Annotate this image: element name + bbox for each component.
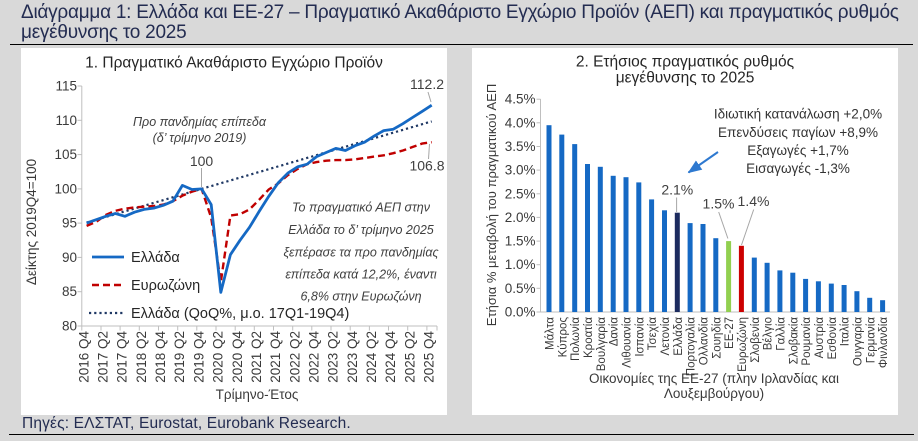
svg-text:Ρουμανία: Ρουμανία	[801, 317, 813, 366]
svg-text:80: 80	[62, 319, 77, 334]
svg-text:Ισπανία: Ισπανία	[634, 317, 646, 357]
svg-text:0.0%: 0.0%	[505, 305, 536, 320]
svg-text:Βέλγιο: Βέλγιο	[763, 317, 775, 350]
svg-text:Τσεχία: Τσεχία	[647, 317, 659, 351]
svg-text:Δανία: Δανία	[609, 317, 621, 347]
svg-text:90: 90	[62, 250, 77, 265]
svg-text:Πορτογαλία: Πορτογαλία	[686, 317, 698, 377]
svg-text:Πολωνία: Πολωνία	[570, 317, 582, 361]
svg-text:Γερμανία: Γερμανία	[865, 317, 877, 364]
svg-text:2024 Q4: 2024 Q4	[383, 331, 398, 383]
svg-text:Ουγγαρία: Ουγγαρία	[852, 317, 864, 366]
svg-text:6,8% στην Ευρωζώνη: 6,8% στην Ευρωζώνη	[300, 290, 421, 304]
svg-text:110: 110	[55, 113, 77, 128]
svg-text:ξεπέρασε τα προ πανδημίας: ξεπέρασε τα προ πανδημίας	[283, 246, 439, 260]
svg-text:100: 100	[54, 181, 77, 196]
svg-text:Ευρωζώνη: Ευρωζώνη	[131, 278, 200, 294]
svg-text:1. Πραγματικό Ακαθάριστο Εγχώρ: 1. Πραγματικό Ακαθάριστο Εγχώριο Προϊόν	[85, 55, 383, 72]
svg-text:Σλοβενία: Σλοβενία	[750, 317, 762, 363]
svg-text:4.5%: 4.5%	[505, 92, 536, 107]
svg-text:2.1%: 2.1%	[661, 182, 693, 198]
svg-text:Το πραγματικό ΑΕΠ στην: Το πραγματικό ΑΕΠ στην	[292, 201, 431, 215]
svg-text:2021 Q2: 2021 Q2	[249, 331, 264, 383]
svg-text:2019 Q4: 2019 Q4	[191, 331, 206, 383]
svg-text:Τρίμηνο-Έτος: Τρίμηνο-Έτος	[216, 387, 299, 402]
svg-text:Λουξεμβούργου): Λουξεμβούργου)	[664, 386, 764, 401]
svg-text:Αυστρία: Αυστρία	[814, 317, 826, 359]
svg-text:Ελλάδα: Ελλάδα	[131, 250, 180, 266]
svg-text:0.5%: 0.5%	[505, 281, 536, 296]
svg-text:2019 Q2: 2019 Q2	[172, 331, 187, 383]
svg-text:μεγέθυνσης το 2025: μεγέθυνσης το 2025	[616, 70, 755, 87]
svg-text:1.4%: 1.4%	[738, 193, 770, 209]
svg-text:Οικονομίες της ΕΕ-27 (πλην Ιρλ: Οικονομίες της ΕΕ-27 (πλην Ιρλανδίας και	[589, 371, 839, 386]
svg-text:2022 Q4: 2022 Q4	[306, 331, 321, 383]
svg-text:1.5%: 1.5%	[505, 234, 536, 249]
svg-text:4.0%: 4.0%	[505, 115, 536, 130]
svg-text:3.5%: 3.5%	[505, 139, 536, 154]
svg-text:Γαλλία: Γαλλία	[775, 317, 787, 351]
svg-text:2017 Q2: 2017 Q2	[96, 331, 111, 383]
svg-text:ΕΕ-27: ΕΕ-27	[724, 317, 736, 349]
svg-text:Φινλανδία: Φινλανδία	[878, 317, 890, 368]
svg-text:2018 Q2: 2018 Q2	[134, 331, 149, 383]
svg-text:2021 Q4: 2021 Q4	[268, 331, 283, 383]
svg-text:Κροατία: Κροατία	[583, 317, 595, 358]
svg-text:Κύπρος: Κύπρος	[557, 317, 569, 358]
svg-text:2018 Q4: 2018 Q4	[153, 331, 168, 383]
svg-text:Ολλανδία: Ολλανδία	[699, 317, 711, 366]
svg-text:Λιθουανία: Λιθουανία	[622, 317, 634, 368]
svg-text:2020 Q4: 2020 Q4	[230, 331, 245, 383]
svg-text:1.5%: 1.5%	[703, 196, 735, 212]
svg-text:Ιδιωτική κατανάλωση +2,0%: Ιδιωτική κατανάλωση +2,0%	[714, 107, 882, 122]
svg-text:2.0%: 2.0%	[505, 210, 536, 225]
svg-text:Ελλάδα: Ελλάδα	[673, 317, 685, 356]
svg-text:(δ’ τρίμηνο 2019): (δ’ τρίμηνο 2019)	[153, 131, 247, 145]
svg-text:2017 Q4: 2017 Q4	[115, 331, 130, 383]
svg-text:Εξαγωγές +1,7%: Εξαγωγές +1,7%	[747, 143, 848, 158]
svg-text:Σλοβακία: Σλοβακία	[788, 317, 800, 365]
svg-text:112.2: 112.2	[410, 76, 444, 92]
svg-text:85: 85	[62, 284, 77, 299]
svg-text:2024 Q2: 2024 Q2	[364, 331, 379, 383]
svg-text:Σουηδία: Σουηδία	[711, 317, 723, 359]
svg-text:2020 Q2: 2020 Q2	[211, 331, 226, 383]
svg-text:2.5%: 2.5%	[505, 186, 536, 201]
svg-text:2022 Q2: 2022 Q2	[287, 331, 302, 383]
svg-text:2025 Q4: 2025 Q4	[422, 331, 437, 383]
svg-text:Δείκτης 2019Q4=100: Δείκτης 2019Q4=100	[24, 159, 39, 285]
svg-text:Ελλάδα (QoQ%, μ.ο. 17Q1-19Q4): Ελλάδα (QoQ%, μ.ο. 17Q1-19Q4)	[131, 306, 349, 322]
svg-text:1.0%: 1.0%	[505, 257, 536, 272]
svg-text:Επενδύσεις παγίων +8,9%: Επενδύσεις παγίων +8,9%	[718, 125, 878, 140]
svg-text:Εσθονία: Εσθονία	[827, 317, 839, 360]
svg-text:Ευρωζώνη: Ευρωζώνη	[737, 317, 749, 372]
svg-text:2016 Q4: 2016 Q4	[76, 331, 91, 383]
svg-text:2023 Q2: 2023 Q2	[326, 331, 341, 383]
svg-text:95: 95	[62, 216, 77, 231]
svg-text:Προ πανδημίας επίπεδα: Προ πανδημίας επίπεδα	[133, 115, 267, 129]
svg-text:Λετονία: Λετονία	[660, 317, 672, 356]
svg-text:Ετήσια % μεταβολή του πραγματι: Ετήσια % μεταβολή του πραγματικού ΑΕΠ	[484, 84, 499, 326]
svg-text:105: 105	[54, 147, 77, 162]
svg-text:επίπεδα κατά 12,2%, έναντι: επίπεδα κατά 12,2%, έναντι	[285, 268, 437, 282]
svg-text:106.8: 106.8	[409, 158, 444, 174]
svg-text:Μάλτα: Μάλτα	[545, 317, 557, 350]
svg-text:Βουλγαρία: Βουλγαρία	[596, 317, 608, 372]
svg-text:2. Ετήσιος πραγματικός ρυθμός: 2. Ετήσιος πραγματικός ρυθμός	[576, 54, 794, 71]
svg-text:Εισαγωγές -1,3%: Εισαγωγές -1,3%	[746, 161, 850, 176]
svg-text:Ιταλία: Ιταλία	[840, 317, 852, 347]
svg-text:100: 100	[190, 153, 214, 169]
svg-text:115: 115	[55, 79, 77, 94]
svg-text:3.0%: 3.0%	[505, 163, 536, 178]
svg-text:2025 Q2: 2025 Q2	[402, 331, 417, 383]
svg-text:2023 Q4: 2023 Q4	[345, 331, 360, 383]
svg-text:Ελλάδα το δ’ τρίμηνο 2025: Ελλάδα το δ’ τρίμηνο 2025	[288, 223, 434, 237]
